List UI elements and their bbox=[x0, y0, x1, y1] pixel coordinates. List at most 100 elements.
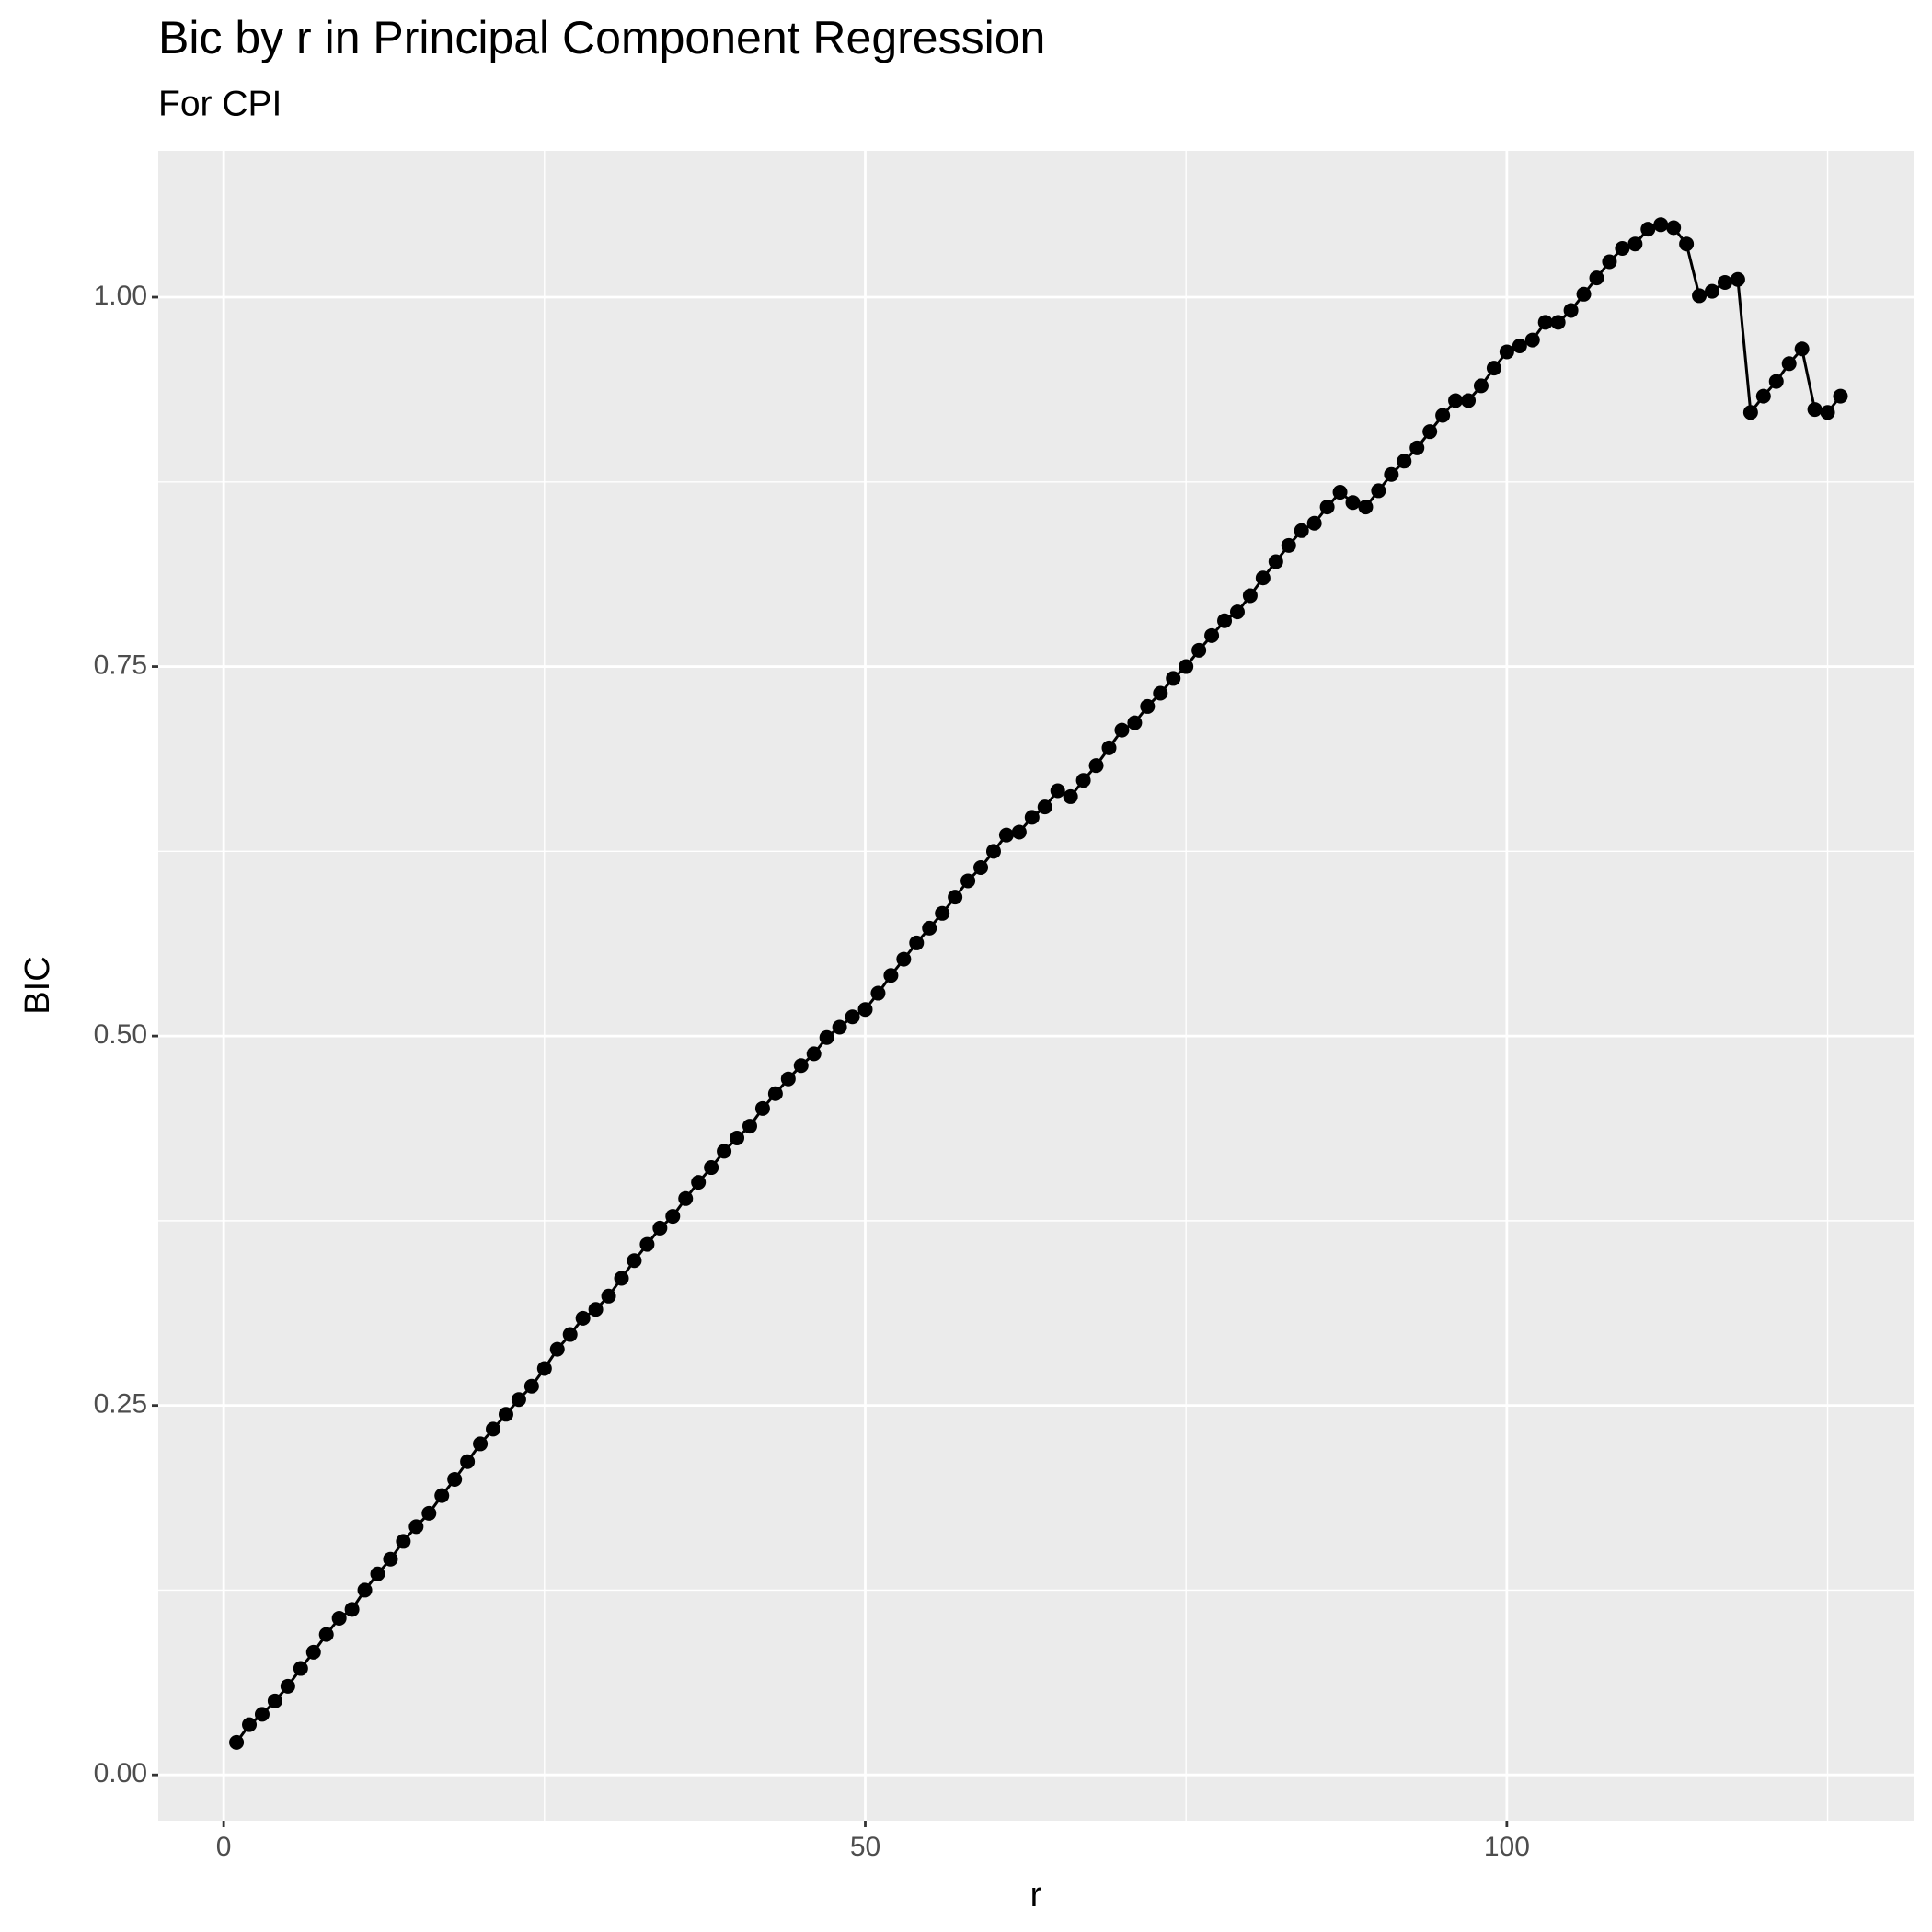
point bbox=[754, 1100, 770, 1116]
point bbox=[396, 1534, 411, 1549]
point bbox=[767, 1086, 783, 1101]
point bbox=[1794, 341, 1810, 357]
point bbox=[1589, 270, 1604, 286]
y-tick-label: 0.75 bbox=[94, 650, 147, 680]
point bbox=[909, 935, 925, 950]
point bbox=[793, 1058, 809, 1074]
point bbox=[1833, 388, 1848, 404]
point bbox=[1140, 698, 1156, 714]
point bbox=[1537, 315, 1553, 330]
point bbox=[267, 1693, 282, 1708]
point bbox=[588, 1302, 604, 1317]
point bbox=[1448, 393, 1464, 408]
point bbox=[1011, 824, 1027, 840]
point bbox=[1627, 236, 1643, 252]
point bbox=[549, 1341, 565, 1357]
point bbox=[1602, 254, 1617, 270]
point bbox=[1229, 604, 1245, 620]
point bbox=[1640, 222, 1656, 237]
point bbox=[1397, 454, 1412, 469]
y-tick-label: 0.25 bbox=[94, 1389, 147, 1420]
point bbox=[344, 1602, 360, 1617]
point bbox=[1384, 466, 1399, 482]
point bbox=[704, 1160, 719, 1176]
point bbox=[1242, 588, 1258, 604]
x-tick-label: 50 bbox=[850, 1832, 880, 1862]
point bbox=[1820, 405, 1835, 420]
point bbox=[1563, 303, 1579, 318]
point bbox=[1050, 783, 1065, 799]
y-tick-label: 0.50 bbox=[94, 1019, 147, 1050]
point bbox=[318, 1627, 334, 1642]
point bbox=[1653, 217, 1669, 233]
point bbox=[562, 1327, 578, 1342]
point bbox=[1705, 283, 1720, 299]
point bbox=[678, 1190, 694, 1206]
point bbox=[1319, 500, 1335, 515]
point bbox=[1768, 374, 1784, 389]
point bbox=[383, 1551, 398, 1567]
point bbox=[870, 985, 886, 1001]
point bbox=[1512, 339, 1527, 354]
point bbox=[614, 1271, 629, 1286]
y-tick-label: 1.00 bbox=[94, 281, 147, 311]
point bbox=[717, 1144, 732, 1159]
point bbox=[1294, 523, 1309, 538]
point bbox=[486, 1421, 501, 1437]
point bbox=[1499, 344, 1514, 360]
point bbox=[806, 1046, 822, 1062]
point bbox=[357, 1582, 373, 1598]
point bbox=[536, 1361, 552, 1376]
point bbox=[652, 1220, 668, 1236]
point bbox=[1473, 378, 1489, 394]
point bbox=[780, 1071, 796, 1087]
point bbox=[1807, 402, 1823, 418]
x-axis-title: r bbox=[1030, 1876, 1042, 1915]
point bbox=[845, 1009, 860, 1025]
point bbox=[1550, 315, 1566, 330]
point bbox=[1204, 627, 1220, 643]
point bbox=[1281, 537, 1296, 553]
point bbox=[948, 890, 963, 905]
point bbox=[408, 1519, 424, 1535]
point bbox=[229, 1734, 245, 1750]
panel bbox=[158, 151, 1914, 1821]
point bbox=[819, 1029, 834, 1045]
point bbox=[498, 1407, 513, 1422]
x-tick-label: 0 bbox=[216, 1832, 232, 1862]
point bbox=[1127, 715, 1143, 730]
point bbox=[1409, 440, 1425, 455]
point bbox=[883, 968, 899, 983]
chart-title: Bic by r in Principal Component Regressi… bbox=[158, 12, 1045, 63]
point bbox=[691, 1175, 707, 1190]
point bbox=[242, 1717, 258, 1732]
point bbox=[511, 1392, 526, 1408]
point bbox=[305, 1644, 321, 1660]
grid bbox=[158, 151, 1914, 1821]
point bbox=[1179, 659, 1194, 674]
point bbox=[1063, 788, 1078, 804]
point bbox=[1075, 773, 1091, 788]
point bbox=[1422, 424, 1438, 440]
point bbox=[473, 1436, 489, 1452]
point bbox=[293, 1661, 308, 1676]
point bbox=[998, 827, 1014, 843]
point bbox=[1255, 570, 1271, 586]
point bbox=[370, 1566, 385, 1581]
point bbox=[935, 905, 950, 921]
point bbox=[627, 1253, 642, 1269]
point bbox=[665, 1209, 681, 1225]
point bbox=[254, 1707, 270, 1722]
point bbox=[730, 1130, 745, 1145]
point bbox=[1191, 642, 1207, 658]
point bbox=[1166, 671, 1181, 686]
point bbox=[1217, 613, 1233, 628]
point bbox=[1332, 485, 1348, 500]
point bbox=[1037, 799, 1052, 815]
point bbox=[601, 1288, 616, 1304]
point bbox=[1692, 288, 1708, 304]
point bbox=[1486, 361, 1501, 376]
point bbox=[1024, 810, 1040, 825]
